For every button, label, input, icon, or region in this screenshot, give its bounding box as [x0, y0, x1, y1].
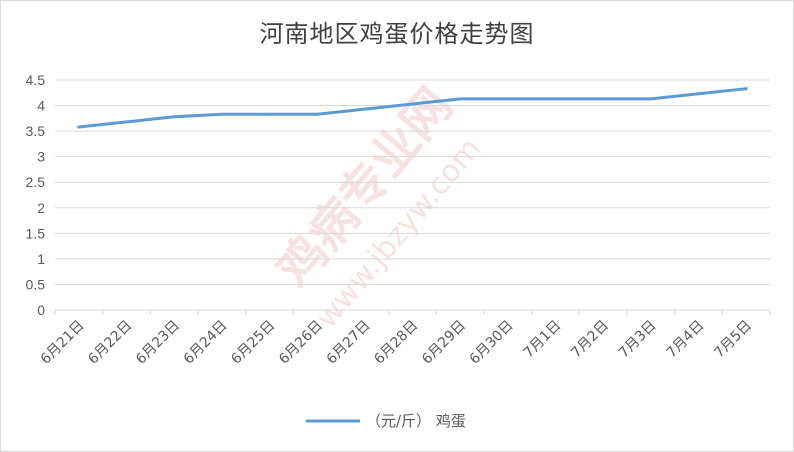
y-tick-label: 4.5 — [26, 72, 46, 88]
x-tick-label: 7月5日 — [711, 318, 755, 362]
chart-title: 河南地区鸡蛋价格走势图 — [259, 20, 535, 48]
x-tick-label: 7月3日 — [616, 318, 660, 362]
x-tick-label: 6月29日 — [419, 318, 469, 368]
legend: （元/斤） 鸡蛋 — [306, 412, 466, 430]
data-point — [125, 120, 128, 124]
x-tick-label: 6月23日 — [133, 318, 183, 368]
series-layer — [77, 87, 748, 129]
data-point — [506, 97, 510, 101]
y-tick-label: 0 — [37, 302, 45, 318]
y-tick-label: 3 — [37, 149, 45, 165]
data-point — [697, 92, 700, 96]
legend-label: （元/斤） 鸡蛋 — [366, 412, 466, 430]
y-tick-label: 0.5 — [26, 276, 46, 292]
x-tick-label: 6月24日 — [181, 318, 231, 368]
x-tick-label: 7月4日 — [664, 318, 708, 362]
y-tick-label: 1 — [37, 251, 45, 267]
grid-lines — [55, 79, 770, 311]
data-point — [601, 97, 605, 101]
y-tick-label: 3.5 — [26, 123, 46, 139]
y-tick-label: 2 — [37, 200, 45, 216]
data-point — [554, 97, 557, 101]
data-point — [649, 97, 653, 101]
data-point — [458, 97, 462, 101]
data-point — [411, 102, 414, 106]
data-point — [77, 125, 81, 129]
x-tick-label: 6月21日 — [38, 318, 88, 368]
data-point — [315, 112, 319, 116]
watermark: 鸡病专业网 www.jbzyw.com — [266, 78, 488, 335]
data-point — [172, 115, 176, 119]
x-tick-label: 6月28日 — [371, 318, 421, 368]
data-point — [220, 112, 224, 116]
x-tick-label: 6月22日 — [85, 318, 135, 368]
x-tick-label: 7月1日 — [521, 318, 565, 362]
y-tick-label: 2.5 — [26, 174, 46, 190]
x-tick-label: 7月2日 — [568, 318, 612, 362]
y-axis-ticks: 0 0.5 1 1.5 2 2.5 3 3.5 4 4.5 — [26, 72, 46, 318]
y-tick-label: 1.5 — [26, 225, 46, 241]
data-point — [744, 87, 748, 91]
data-point — [268, 112, 271, 116]
x-axis-ticks: 6月21日6月22日6月23日6月24日6月25日6月26日6月27日6月28日… — [38, 310, 771, 368]
y-tick-label: 4 — [37, 98, 45, 114]
data-point — [363, 107, 367, 111]
x-tick-label: 6月26日 — [276, 318, 326, 368]
x-tick-label: 6月30日 — [467, 318, 517, 368]
x-tick-label: 6月25日 — [228, 318, 278, 368]
